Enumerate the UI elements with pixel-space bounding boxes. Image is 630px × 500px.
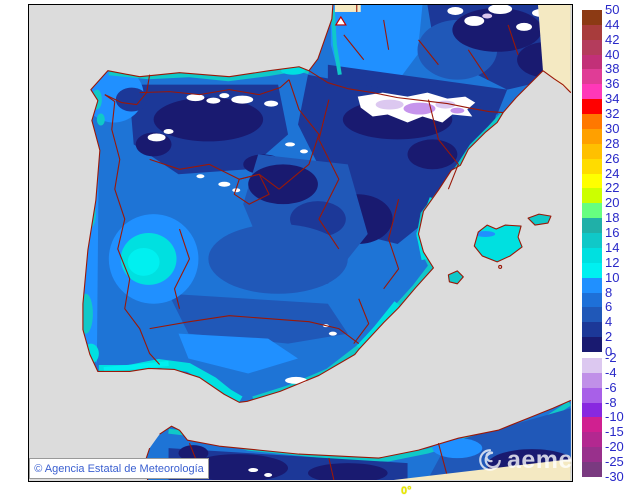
legend-tick-label: 44 — [605, 17, 620, 33]
legend-tick-label: 12 — [605, 255, 620, 271]
legend-tick-label: -10 — [605, 409, 624, 425]
legend-tick-label: -8 — [605, 394, 617, 410]
legend-swatch — [582, 447, 602, 463]
legend-tick-label: -20 — [605, 439, 624, 455]
copyright-badge: © Agencia Estatal de Meteorología — [29, 458, 209, 479]
aemet-watermark: aemet — [477, 447, 582, 473]
summit-marker-icon — [334, 15, 347, 26]
legend-tick-label: 40 — [605, 46, 620, 62]
legend-tick-label: 34 — [605, 91, 620, 107]
legend-swatch — [582, 432, 602, 448]
legend-swatch — [582, 69, 602, 85]
legend-tick-label: 32 — [605, 106, 620, 122]
legend-swatch — [582, 247, 602, 263]
legend-swatch — [582, 128, 602, 144]
spain-temperature-map — [29, 5, 571, 480]
legend-swatch — [582, 322, 602, 338]
watermark-text: aemet — [507, 445, 582, 474]
legend-tick-label: -4 — [605, 365, 617, 381]
legend-swatch — [582, 462, 602, 477]
legend-swatch — [582, 402, 602, 418]
legend-swatch — [582, 158, 602, 174]
legend-tick-label: 6 — [605, 299, 613, 315]
legend-swatch — [582, 292, 602, 308]
legend-tick-label: 0 — [605, 344, 613, 360]
copyright-text: © Agencia Estatal de Meteorología — [34, 462, 204, 475]
legend-swatch — [582, 39, 602, 55]
legend-swatch — [582, 358, 602, 373]
legend-tick-label: -15 — [605, 424, 624, 440]
legend-tick-label: 24 — [605, 165, 620, 181]
legend-tick-label: 36 — [605, 76, 620, 92]
legend-tick-label: -6 — [605, 379, 617, 395]
legend-tick-label: 20 — [605, 195, 620, 211]
legend-swatch — [582, 372, 602, 388]
legend-tick-label: 8 — [605, 284, 613, 300]
legend-tick-label: -30 — [605, 469, 624, 485]
legend-tick-label: 22 — [605, 180, 620, 196]
legend-tick-label: 4 — [605, 314, 613, 330]
legend-swatch — [582, 24, 602, 40]
legend-swatch — [582, 173, 602, 189]
legend-tick-label: 38 — [605, 61, 620, 77]
legend-swatch — [582, 114, 602, 129]
legend-tick-label: 16 — [605, 225, 620, 241]
legend-swatch — [582, 337, 602, 352]
legend-tick-label: 10 — [605, 269, 620, 285]
legend-swatch — [582, 218, 602, 234]
aemet-swirl-icon — [479, 449, 501, 471]
legend-swatch — [582, 307, 602, 323]
legend-swatch — [582, 233, 602, 248]
legend-tick-label: -2 — [605, 350, 617, 366]
legend-swatch — [582, 277, 602, 293]
legend-tick-label: 50 — [605, 2, 620, 18]
legend-tick-label: 30 — [605, 121, 620, 137]
legend-swatch — [582, 10, 602, 25]
legend-tick-label: 18 — [605, 210, 620, 226]
legend-swatch — [582, 54, 602, 70]
legend-swatch — [582, 188, 602, 204]
map-frame — [28, 4, 573, 482]
snow-patches — [147, 5, 550, 384]
legend-tick-label: 14 — [605, 240, 620, 256]
legend-swatch — [582, 84, 602, 100]
legend-tick-label: 26 — [605, 150, 620, 166]
legend-tick-label: -25 — [605, 454, 624, 470]
legend-swatch — [582, 99, 602, 115]
legend-swatch — [582, 387, 602, 403]
boundary-lines — [82, 5, 571, 480]
legend-swatch — [582, 262, 602, 278]
legend-tick-label: 42 — [605, 31, 620, 47]
legend-swatch — [582, 203, 602, 219]
legend-swatch — [582, 143, 602, 159]
meridian-label: 0° — [401, 485, 412, 497]
legend-tick-label: 28 — [605, 136, 620, 152]
legend-swatch — [582, 417, 602, 433]
legend-tick-label: 2 — [605, 329, 613, 345]
